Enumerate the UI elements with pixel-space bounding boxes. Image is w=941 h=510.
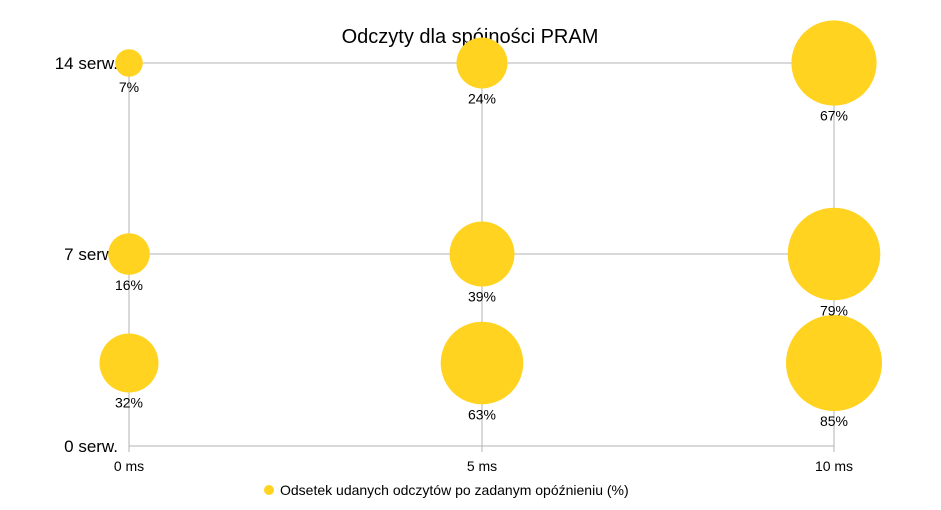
y-tick-label: 14 serw. <box>55 54 118 73</box>
data-label: 79% <box>820 302 848 318</box>
bubble <box>456 37 508 89</box>
bubble <box>108 233 150 275</box>
legend-label: Odsetek udanych odczytów po zadanym opóź… <box>280 482 629 498</box>
bubble <box>449 221 515 287</box>
data-label: 7% <box>119 79 139 95</box>
bubbles <box>99 20 882 411</box>
data-labels: 7% 24% 67% 16% 39% 79% 32% 63% 85% <box>115 79 848 429</box>
data-label: 32% <box>115 394 143 410</box>
chart-title: Odczyty dla spójności PRAM <box>342 26 599 48</box>
bubble <box>786 315 882 411</box>
x-tick-label: 10 ms <box>815 458 853 474</box>
data-label: 63% <box>468 406 496 422</box>
bubble <box>99 333 159 393</box>
x-tick-label: 0 ms <box>114 458 144 474</box>
data-label: 67% <box>820 108 848 124</box>
x-axis-ticks: 0 ms 5 ms 10 ms <box>114 458 853 474</box>
x-tick-label: 5 ms <box>467 458 497 474</box>
legend: Odsetek udanych odczytów po zadanym opóź… <box>264 482 629 498</box>
legend-marker <box>264 485 274 495</box>
data-label: 85% <box>820 413 848 429</box>
data-label: 16% <box>115 277 143 293</box>
bubble <box>115 49 143 77</box>
y-tick-label: 0 serw. <box>64 437 118 456</box>
data-label: 24% <box>468 91 496 107</box>
y-tick-label: 7 serw. <box>64 245 118 264</box>
bubble <box>791 20 877 106</box>
bubble <box>787 207 881 301</box>
data-label: 39% <box>468 289 496 305</box>
bubble <box>440 321 524 405</box>
y-axis-ticks: 0 serw. 7 serw. 14 serw. <box>55 54 118 456</box>
